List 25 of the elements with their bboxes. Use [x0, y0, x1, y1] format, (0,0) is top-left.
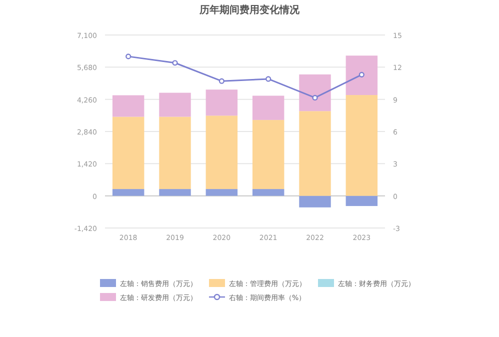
bar [112, 116, 144, 190]
point [266, 76, 272, 82]
bar [252, 96, 284, 120]
bar [299, 196, 331, 208]
bar [299, 74, 331, 112]
bar [346, 196, 378, 206]
bar [252, 189, 284, 196]
chart-title: 历年期间费用变化情况 [198, 4, 300, 16]
bar [206, 90, 238, 116]
point [218, 78, 224, 84]
bar [346, 56, 378, 96]
bar [112, 189, 144, 196]
bar [299, 111, 331, 196]
bar [206, 116, 238, 190]
bar [112, 95, 144, 117]
point [358, 72, 364, 78]
bar [252, 120, 284, 190]
bar [159, 116, 191, 190]
bar [159, 92, 191, 117]
bar [346, 95, 378, 196]
point [126, 54, 132, 60]
point [172, 60, 178, 66]
bar [159, 189, 191, 196]
bar [206, 189, 238, 196]
point [312, 94, 318, 101]
